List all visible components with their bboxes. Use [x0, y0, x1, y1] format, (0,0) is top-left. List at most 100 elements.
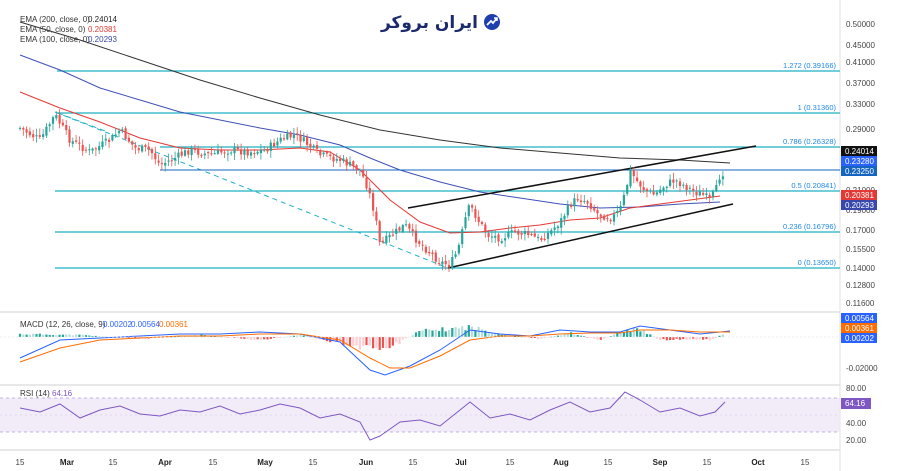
macd-bar — [395, 337, 398, 343]
macd-bar — [256, 337, 259, 340]
macd-bar — [586, 337, 589, 338]
candle-body — [335, 158, 338, 161]
macd-bar — [678, 337, 682, 340]
time-axis-label: Jul — [455, 458, 467, 467]
candle-body — [150, 149, 154, 154]
candle-body — [362, 170, 365, 177]
candle-body — [705, 193, 708, 195]
candle-body — [164, 162, 167, 166]
candle-body — [530, 233, 533, 235]
candle-body — [263, 149, 266, 151]
macd-bar — [174, 336, 177, 338]
price-axis-label: 0.17000 — [846, 226, 875, 235]
candle-body — [609, 219, 612, 222]
macd-bar — [226, 337, 229, 338]
candle-body — [438, 263, 441, 265]
macd-bar — [705, 337, 708, 340]
macd-bar — [101, 336, 104, 337]
candle-body — [471, 205, 474, 208]
price-tag: 0.20293 — [845, 201, 874, 210]
candle-body — [190, 147, 193, 156]
macd-bar — [81, 334, 84, 337]
macd-bar — [688, 337, 691, 340]
time-axis-label: Mar — [60, 458, 74, 467]
rsi-title: RSI (14) — [20, 389, 50, 398]
macd-bar — [61, 334, 64, 337]
candle-body — [639, 181, 642, 187]
macd-bar — [210, 336, 213, 337]
candle-body — [626, 184, 629, 194]
macd-tag: 0.00564 — [845, 314, 874, 323]
candle-body — [65, 124, 68, 131]
candle-body — [223, 152, 226, 154]
candle-body — [365, 177, 368, 189]
candle-body — [477, 216, 480, 223]
candle-body — [236, 147, 239, 149]
candle-body — [322, 152, 325, 155]
macd-bar — [259, 337, 262, 340]
candle-body — [98, 146, 101, 151]
candle-body — [378, 221, 381, 242]
macd-bar — [65, 334, 68, 337]
candle-body — [636, 177, 639, 182]
macd-bar — [603, 337, 606, 339]
candle-body — [395, 228, 398, 234]
macd-bar — [375, 337, 378, 349]
time-axis-label: 15 — [801, 458, 810, 467]
macd-bar — [530, 337, 533, 339]
candle-body — [114, 134, 117, 136]
macd-bar — [309, 337, 312, 338]
candle-body — [702, 192, 705, 195]
macd-tag: 0.00202 — [845, 334, 874, 343]
candle-body — [134, 145, 137, 148]
candle-body — [695, 191, 698, 196]
candle-body — [418, 241, 421, 244]
candle-body — [424, 246, 427, 253]
candle-body — [612, 214, 616, 222]
candle-body — [629, 169, 632, 187]
candle-body — [550, 230, 553, 235]
macd-bar — [662, 337, 665, 340]
macd-bar — [362, 337, 365, 347]
rsi-axis-80: 80.00 — [846, 384, 867, 393]
ema-50-line — [19, 91, 721, 234]
candle-body — [553, 227, 556, 230]
macd-value-3: 0.00361 — [159, 320, 188, 329]
macd-bar — [32, 333, 35, 337]
channel-lower-line — [447, 203, 734, 269]
legend-value-0: 0.24014 — [88, 15, 117, 24]
price-tag-bg — [841, 190, 877, 200]
macd-bar — [98, 336, 101, 337]
candle-body — [160, 163, 163, 165]
macd-tag-bg — [841, 333, 877, 343]
candle-body — [507, 231, 510, 238]
candle-body — [71, 141, 74, 144]
candle-body — [457, 245, 460, 254]
macd-bar — [616, 333, 619, 337]
macd-bar — [45, 334, 48, 337]
macd-bar — [388, 337, 391, 349]
candle-body — [645, 189, 649, 192]
macd-bar — [556, 335, 559, 337]
macd-value-1: 0.00202 — [103, 320, 132, 329]
macd-bar — [487, 332, 490, 337]
candle-body — [579, 200, 583, 203]
macd-bar — [589, 337, 592, 338]
macd-bar — [553, 335, 556, 337]
macd-bar — [619, 332, 622, 337]
time-axis-label: Sep — [653, 458, 668, 467]
candle-body — [167, 160, 170, 162]
macd-bar — [91, 335, 94, 337]
candle-body — [276, 141, 279, 146]
price-tag-bg — [841, 156, 877, 166]
macd-bar — [543, 337, 546, 339]
candle-body — [345, 159, 348, 166]
price-tag: 0.20381 — [845, 191, 874, 200]
candle-body — [61, 122, 64, 126]
candle-body — [375, 211, 378, 221]
candle-body — [652, 191, 655, 195]
macd-bar — [243, 337, 246, 339]
price-axis-label: 0.11600 — [846, 299, 875, 308]
candle-body — [675, 180, 678, 182]
